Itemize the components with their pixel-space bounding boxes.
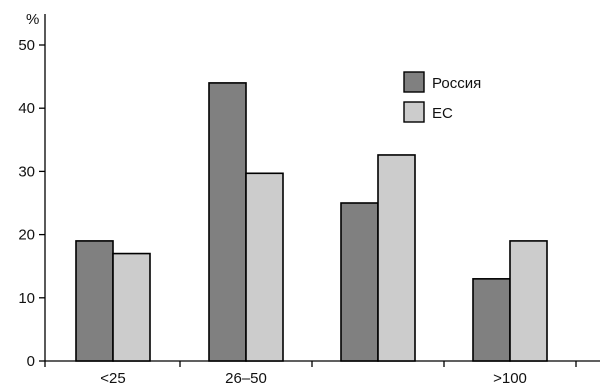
bar-eu: [509, 240, 548, 362]
legend-label: ЕС: [432, 105, 453, 122]
x-tick-label: 26–50: [225, 370, 267, 385]
x-tick-label: >100: [493, 370, 527, 385]
legend-label: Россия: [432, 75, 481, 92]
y-tick-label: 10: [18, 290, 35, 307]
y-tick-label: 30: [18, 163, 35, 180]
legend: Россия ЕС: [403, 71, 481, 123]
legend-swatch: [403, 71, 425, 93]
bar-russia: [75, 240, 114, 362]
y-tick-label: 20: [18, 227, 35, 244]
bar-russia: [472, 278, 511, 362]
bar-eu: [112, 252, 151, 362]
y-tick-label: 0: [27, 353, 35, 370]
x-axis-ticks: <25 26–50 >100: [44, 361, 577, 385]
y-axis: %: [26, 11, 46, 361]
x-tick-label: <25: [100, 370, 125, 385]
bars: [75, 82, 548, 362]
y-tick-label: 50: [18, 37, 35, 54]
y-axis-ticks: 0 10 20 30 40 50: [18, 37, 45, 370]
bar-eu: [245, 172, 284, 362]
y-tick-label: 40: [18, 100, 35, 117]
bar-russia: [208, 82, 247, 362]
bar-russia: [340, 202, 379, 362]
y-axis-unit-label: %: [26, 11, 39, 28]
bar-eu: [377, 154, 416, 362]
legend-swatch: [403, 101, 425, 123]
